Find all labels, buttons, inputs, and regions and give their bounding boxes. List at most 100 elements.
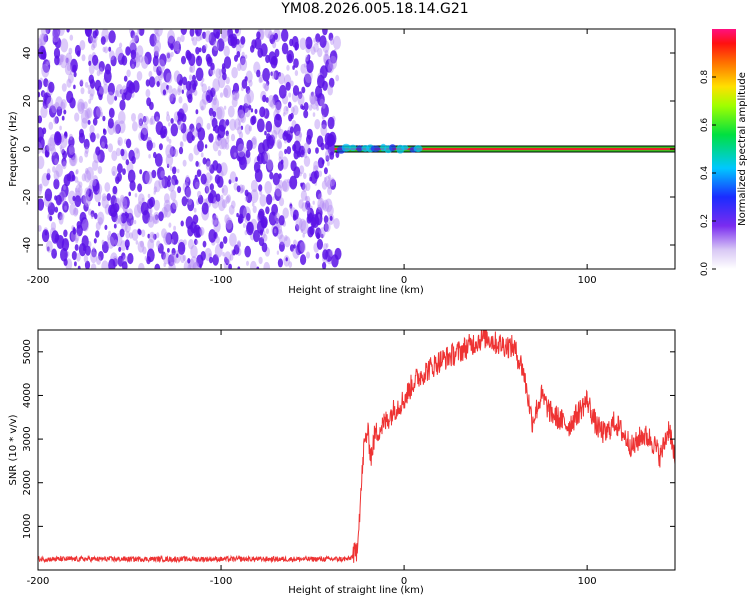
noise-blob	[177, 186, 182, 194]
noise-blob	[285, 106, 289, 112]
noise-blob	[329, 50, 338, 64]
noise-blob	[74, 207, 79, 216]
noise-blob	[53, 170, 60, 181]
noise-blob	[117, 136, 123, 147]
noise-blob	[78, 181, 83, 188]
noise-blob	[248, 104, 252, 111]
noise-blob	[196, 169, 202, 178]
noise-blob	[54, 158, 59, 166]
noise-blob	[54, 206, 59, 213]
noise-blob	[107, 118, 114, 129]
top-x-axis-label: Height of straight line (km)	[288, 285, 424, 296]
noise-blob	[188, 239, 194, 250]
noise-blob	[210, 87, 216, 98]
noise-blob	[286, 146, 292, 155]
noise-blob	[51, 29, 60, 43]
noise-blob	[51, 230, 59, 244]
noise-blob	[108, 230, 111, 236]
noise-blob	[223, 84, 232, 99]
noise-blob	[305, 36, 313, 50]
noise-blob	[191, 135, 195, 141]
noise-blob	[273, 228, 277, 234]
noise-blob	[237, 126, 242, 135]
noise-blob	[170, 231, 179, 245]
noise-blob	[189, 123, 195, 133]
noise-blob	[141, 123, 149, 135]
noise-blob	[208, 229, 217, 243]
noise-blob	[86, 166, 94, 181]
colorbar-tick-label: 0.4	[700, 166, 710, 181]
noise-blob	[264, 83, 269, 91]
noise-blob	[147, 238, 155, 251]
noise-blob	[132, 121, 138, 132]
noise-blob	[264, 152, 271, 162]
band-blob	[349, 144, 357, 151]
noise-blob	[80, 217, 89, 231]
noise-blob	[170, 43, 174, 51]
noise-blob	[287, 101, 292, 109]
noise-blob	[308, 104, 313, 111]
noise-blob	[192, 262, 199, 269]
snr-panel: -200 -100 0 100 1000 2000 3000 4000 5000 Height…	[8, 329, 676, 596]
noise-blob	[100, 36, 106, 45]
noise-blob	[199, 99, 207, 111]
noise-blob	[98, 251, 104, 261]
noise-blob	[180, 34, 185, 43]
noise-blob	[181, 89, 184, 94]
noise-blob	[60, 99, 67, 110]
noise-blob	[142, 170, 150, 185]
noise-blob	[216, 163, 222, 174]
noise-blob	[60, 212, 65, 221]
noise-blob	[259, 106, 266, 118]
noise-blob	[173, 70, 181, 83]
noise-blob	[250, 260, 257, 269]
noise-blob	[215, 68, 222, 79]
noise-blob	[98, 67, 104, 75]
noise-blob	[330, 177, 335, 187]
noise-blob	[141, 229, 146, 238]
noise-blob	[300, 228, 304, 233]
noise-blob	[123, 75, 128, 82]
band-blob	[341, 143, 351, 152]
noise-blob	[75, 168, 79, 175]
noise-blob	[265, 206, 270, 215]
noise-blob	[199, 34, 203, 41]
noise-blob	[122, 168, 126, 176]
noise-blob	[277, 141, 283, 150]
noise-blob	[323, 177, 327, 182]
noise-blob	[310, 171, 318, 184]
noise-blob	[192, 214, 199, 225]
noise-blob	[149, 101, 154, 111]
noise-blob	[330, 37, 335, 45]
noise-blob	[193, 89, 198, 96]
noise-blob	[155, 121, 164, 135]
noise-blob	[245, 192, 253, 204]
noise-blob	[98, 61, 105, 72]
noise-blob	[158, 211, 164, 222]
noise-blob	[48, 121, 54, 130]
noise-blob	[319, 200, 324, 209]
noise-blob	[219, 92, 224, 98]
noise-blob	[132, 80, 140, 93]
noise-blob	[172, 199, 178, 210]
noise-blob	[237, 266, 241, 269]
noise-blob	[96, 85, 104, 98]
noise-blob	[275, 99, 282, 111]
noise-blob	[206, 122, 211, 130]
noise-blob	[246, 260, 249, 266]
noise-blob	[252, 205, 257, 214]
noise-blob	[158, 143, 163, 151]
noise-blob	[319, 227, 326, 238]
noise-blob	[38, 91, 41, 98]
noise-blob	[52, 35, 58, 46]
noise-blob	[253, 229, 260, 243]
noise-blob	[204, 144, 208, 149]
noise-blob	[326, 179, 333, 189]
noise-blob	[280, 159, 284, 165]
noise-blob	[52, 166, 56, 173]
noise-blob	[300, 220, 309, 235]
noise-blob	[278, 215, 285, 226]
noise-blob	[123, 205, 128, 215]
noise-blob	[130, 30, 135, 39]
noise-blob	[78, 243, 87, 257]
